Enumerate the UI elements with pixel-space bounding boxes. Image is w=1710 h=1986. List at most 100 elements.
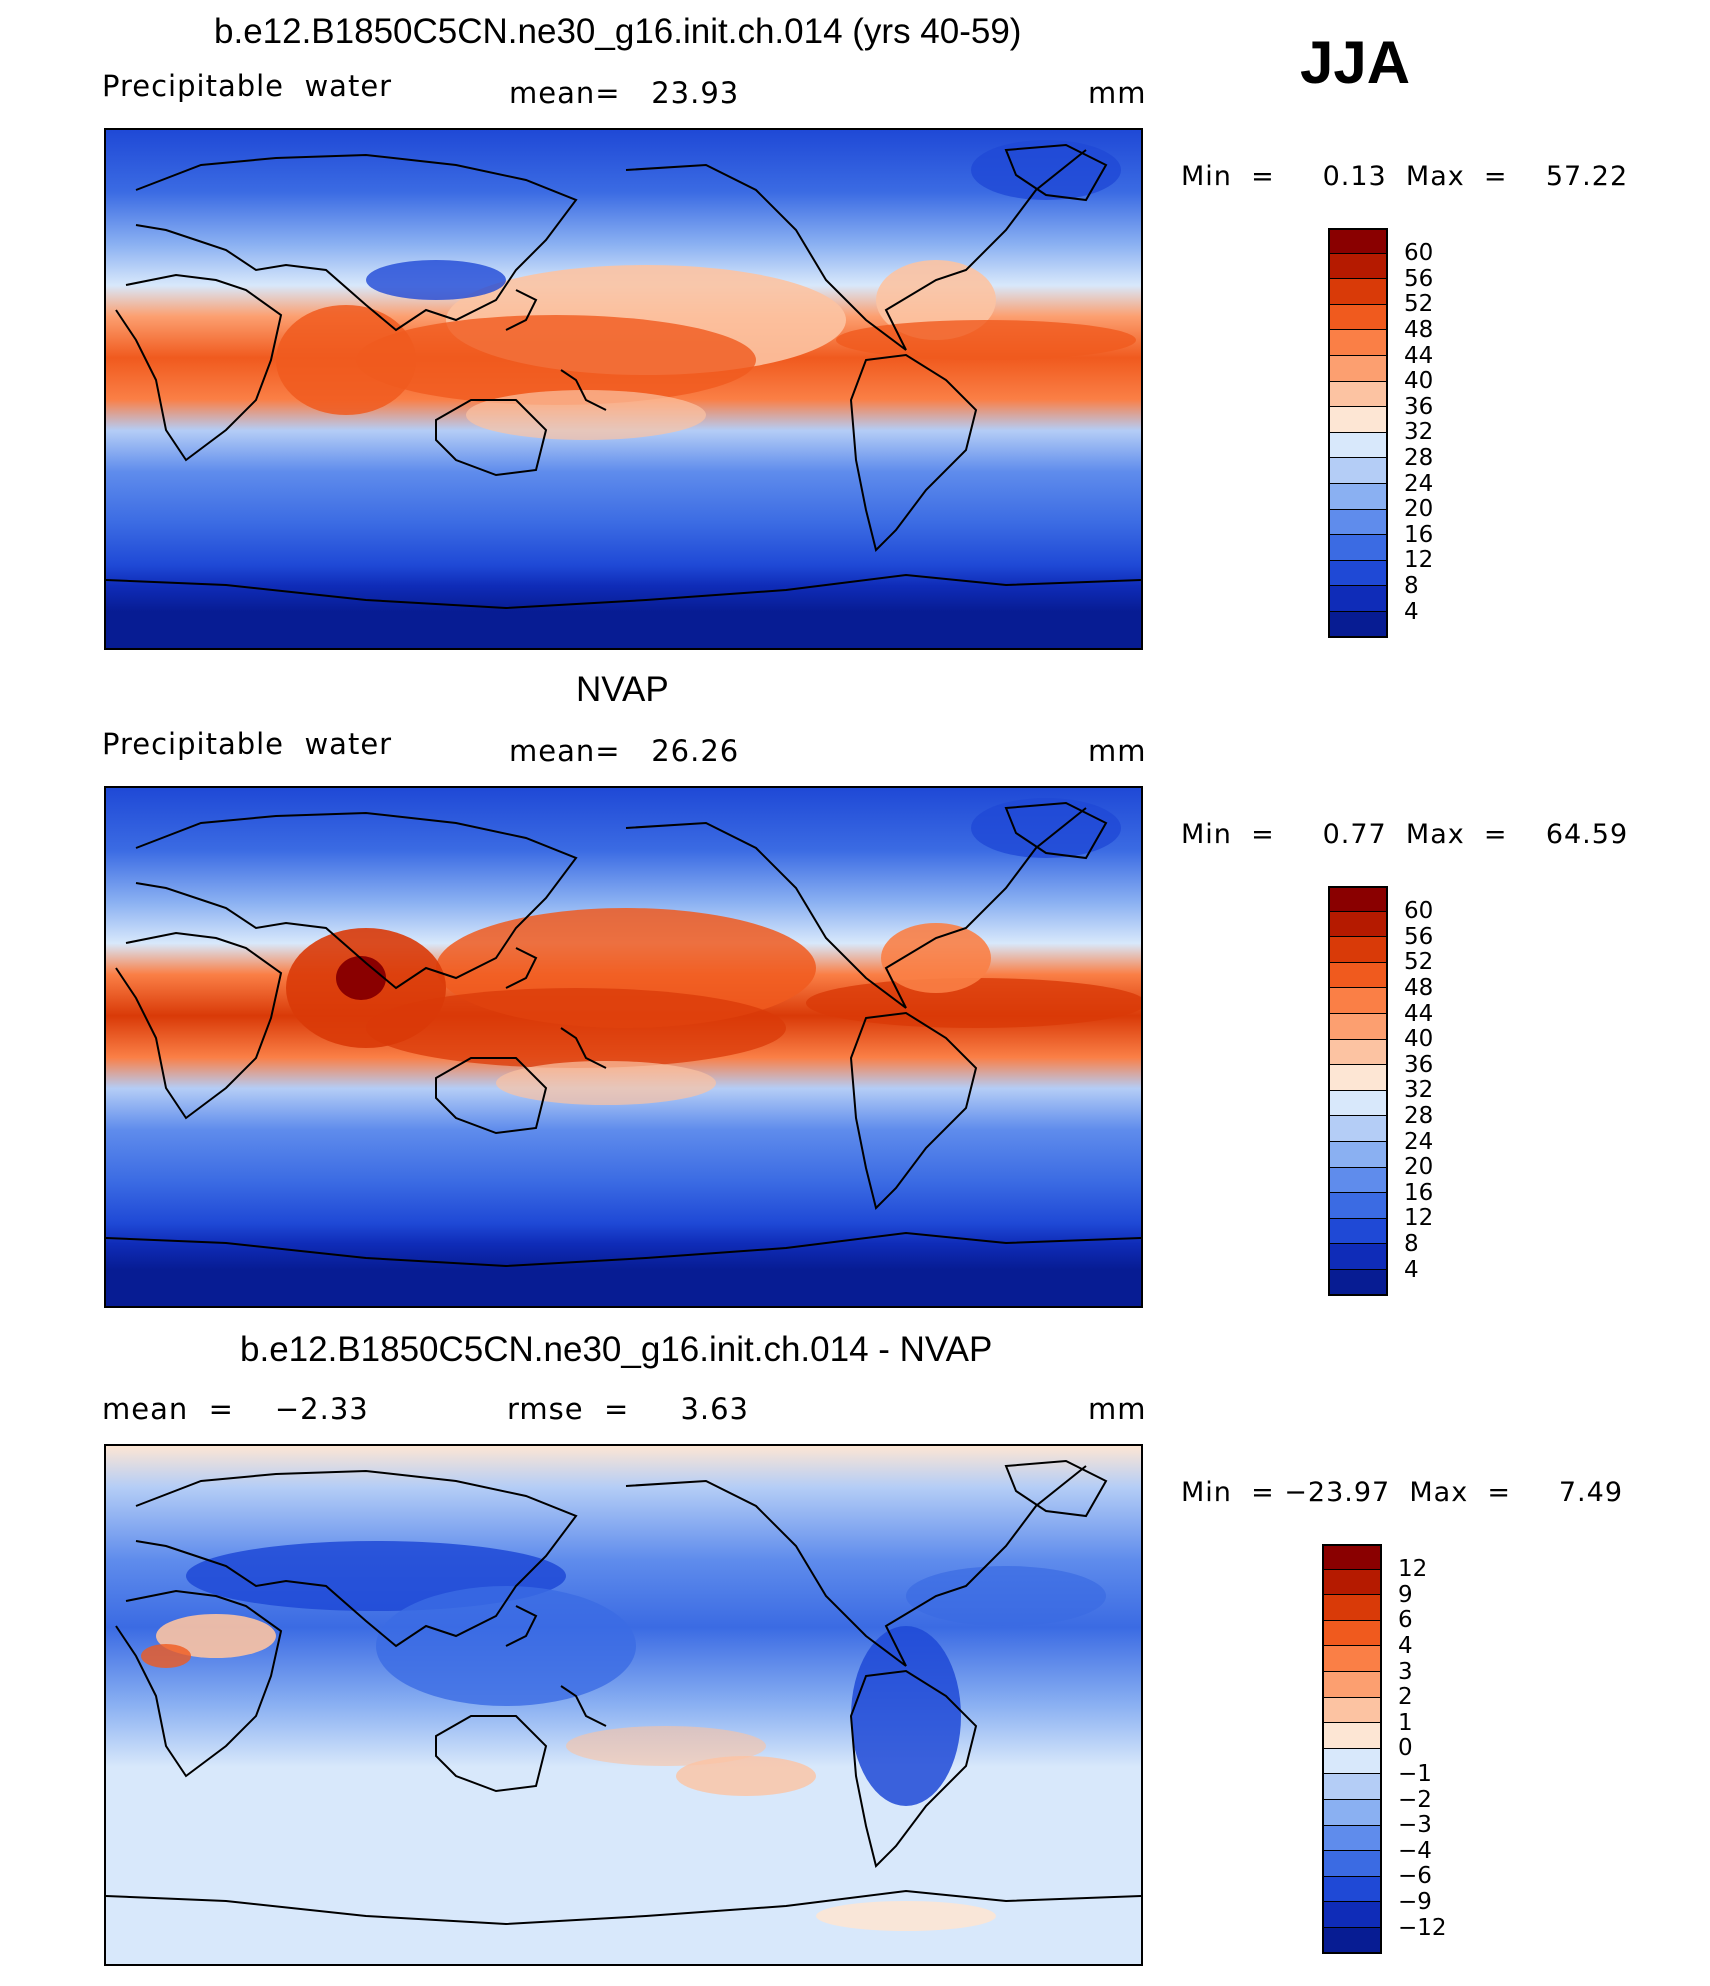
colorbar-swatch <box>1328 253 1388 280</box>
colorbar-swatch <box>1322 1646 1382 1672</box>
colorbar-swatch <box>1322 1544 1382 1570</box>
colorbar-swatch <box>1328 586 1388 612</box>
colorbar-swatch <box>1322 1697 1382 1724</box>
colorbar-tick-label: −2 <box>1398 1786 1432 1813</box>
colorbar-tick-label: 28 <box>1404 1102 1434 1129</box>
season-label: JJA <box>1300 29 1411 96</box>
colorbar-tick-label: 56 <box>1404 265 1434 292</box>
colorbar-swatch <box>1328 1193 1388 1219</box>
colorbar-tick-label: 0 <box>1398 1735 1413 1762</box>
colorbar-tick-label: 1 <box>1398 1709 1413 1736</box>
colorbar-tick-label: 2 <box>1398 1684 1413 1711</box>
colorbar-swatch <box>1328 279 1388 305</box>
colorbar-tick-label: 16 <box>1404 521 1434 548</box>
colorbar-tick-label: 52 <box>1404 949 1434 976</box>
colorbar-swatch <box>1328 356 1388 382</box>
colorbar-swatch <box>1328 484 1388 510</box>
colorbar-swatch <box>1322 1748 1382 1775</box>
panel-3-units: mm <box>1088 1392 1147 1426</box>
colorbar-tick-label: 56 <box>1404 923 1434 950</box>
colorbar-tick-label: 4 <box>1398 1632 1413 1659</box>
panel-1-minmax: Min = 0.13 Max = 57.22 <box>1181 161 1629 192</box>
panel-3-minmax: Min = −23.97 Max = 7.49 <box>1181 1477 1624 1508</box>
colorbar-swatch <box>1328 886 1388 912</box>
colorbar-swatch <box>1328 304 1388 331</box>
colorbar-swatch <box>1322 1851 1382 1877</box>
panel-1-title: b.e12.B1850C5CN.ne30_g16.init.ch.014 (yr… <box>214 12 1022 51</box>
colorbar-tick-label: −6 <box>1398 1863 1432 1890</box>
colorbar-swatch <box>1328 911 1388 938</box>
colorbar-tick-label: 24 <box>1404 470 1434 497</box>
colorbar-swatch <box>1328 560 1388 587</box>
colorbar-tick-label: 12 <box>1398 1556 1428 1583</box>
colorbar-swatch <box>1328 1039 1388 1066</box>
colorbar-swatch <box>1328 1014 1388 1040</box>
colorbar-swatch <box>1322 1672 1382 1698</box>
colorbar-swatch <box>1322 1800 1382 1826</box>
colorbar-swatch <box>1328 1167 1388 1194</box>
colorbar-tick-label: 20 <box>1404 496 1434 523</box>
colorbar-swatch <box>1328 381 1388 408</box>
colorbar-tick-label: 12 <box>1404 547 1434 574</box>
colorbar-tick-label: 60 <box>1404 240 1434 267</box>
colorbar-tick-label: 40 <box>1404 368 1434 395</box>
colorbar-swatch <box>1328 458 1388 484</box>
colorbar-swatch <box>1328 330 1388 356</box>
colorbar-swatch <box>1322 1723 1382 1749</box>
colorbar-tick-label: 32 <box>1404 419 1434 446</box>
panel-2-map <box>104 786 1143 1308</box>
panel-2-mean-label: mean= 26.26 <box>509 734 740 768</box>
panel-3-title: b.e12.B1850C5CN.ne30_g16.init.ch.014 - N… <box>240 1330 993 1369</box>
colorbar-tick-label: −1 <box>1398 1760 1432 1787</box>
panel-3-rmse-label: rmse = 3.63 <box>507 1392 750 1426</box>
colorbar-tick-label: 48 <box>1404 974 1434 1001</box>
colorbar-swatch <box>1328 1270 1388 1296</box>
colorbar-tick-label: 36 <box>1404 1051 1434 1078</box>
colorbar-swatch <box>1322 1825 1382 1852</box>
colorbar-tick-label: 48 <box>1404 316 1434 343</box>
panel-2-colorbar: 60 56 52 48 44 40 36 32 28 24 20 16 12 8 4 <box>1328 886 1488 1296</box>
colorbar-swatch <box>1322 1774 1382 1800</box>
colorbar-tick-label: 8 <box>1404 572 1419 599</box>
colorbar-swatch <box>1328 407 1388 433</box>
colorbar-tick-label: −4 <box>1398 1837 1432 1864</box>
colorbar-tick-label: −12 <box>1398 1914 1447 1941</box>
colorbar-tick-label: 4 <box>1404 598 1419 625</box>
colorbar-tick-label: −3 <box>1398 1812 1432 1839</box>
colorbar-tick-label: 3 <box>1398 1658 1413 1685</box>
colorbar-tick-label: 12 <box>1404 1205 1434 1232</box>
colorbar-swatch <box>1322 1569 1382 1596</box>
colorbar-tick-label: 60 <box>1404 898 1434 925</box>
panel-1-mean-label: mean= 23.93 <box>509 76 740 110</box>
colorbar-swatch <box>1328 1065 1388 1091</box>
colorbar-swatch <box>1328 228 1388 254</box>
colorbar-swatch <box>1328 509 1388 536</box>
colorbar-tick-label: 24 <box>1404 1128 1434 1155</box>
colorbar-tick-label: 20 <box>1404 1154 1434 1181</box>
panel-2-title: NVAP <box>576 670 669 709</box>
colorbar-swatch <box>1322 1928 1382 1954</box>
colorbar-swatch <box>1322 1902 1382 1928</box>
colorbar-tick-label: 40 <box>1404 1026 1434 1053</box>
colorbar-swatch <box>1328 1090 1388 1117</box>
panel-1-map <box>104 128 1143 650</box>
colorbar-tick-label: 52 <box>1404 291 1434 318</box>
colorbar-swatch <box>1322 1620 1382 1647</box>
colorbar-swatch <box>1328 937 1388 963</box>
colorbar-tick-label: 36 <box>1404 393 1434 420</box>
panel-3-colorbar: 12 9 6 4 3 2 1 0 −1 −2 −3 −4 −6 −9 −12 <box>1322 1544 1482 1954</box>
colorbar-swatch <box>1328 1218 1388 1245</box>
colorbar-tick-label: 28 <box>1404 444 1434 471</box>
panel-1-variable-label: Precipitable water <box>102 69 393 103</box>
colorbar-tick-label: 44 <box>1404 342 1434 369</box>
colorbar-tick-label: 9 <box>1398 1581 1413 1608</box>
colorbar-tick-label: 16 <box>1404 1179 1434 1206</box>
panel-1-colorbar: 60 56 52 48 44 40 36 32 28 24 20 16 12 8 4 <box>1328 228 1488 638</box>
colorbar-swatch <box>1328 1116 1388 1142</box>
panel-1-units: mm <box>1088 76 1147 110</box>
colorbar-tick-label: 6 <box>1398 1607 1413 1634</box>
colorbar-swatch <box>1328 432 1388 459</box>
colorbar-swatch <box>1322 1876 1382 1903</box>
colorbar-swatch <box>1322 1595 1382 1621</box>
colorbar-swatch <box>1328 988 1388 1014</box>
